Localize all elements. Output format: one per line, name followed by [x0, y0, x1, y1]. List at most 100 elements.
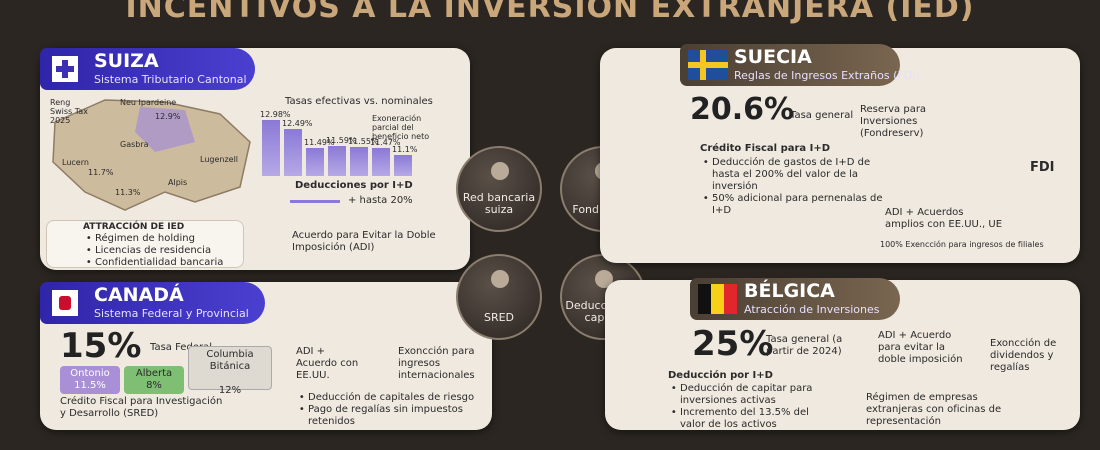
list-item: Régimen de holding — [95, 233, 223, 245]
province: Ontonio 11.5% — [60, 366, 120, 394]
country-name: SUIZA — [94, 50, 159, 72]
adi-text: ADI + Acuerdos amplios con EE.UU., UE — [885, 207, 1003, 230]
canada-banner: CANADÁ Sistema Federal y Provincial — [40, 282, 265, 324]
flag-cross — [56, 66, 74, 72]
attraction-title: ATTRACCIÓN DE IED — [83, 222, 185, 232]
chart-note: Exoneración parcial del beneficio neto — [372, 114, 430, 141]
bar-label: 11.47% — [370, 138, 401, 148]
adi-text: ADI + Acuerdo con EE.UU. — [296, 346, 359, 381]
rate-label: Tasa general (a partir de 2024) — [766, 334, 843, 357]
province-rate: 11.5% — [74, 380, 106, 391]
map-label: Gasbra — [120, 140, 149, 149]
rate-label: Tasa general — [790, 110, 854, 121]
list-item: Confidentialidad bancaria — [95, 257, 223, 269]
deduction-title: Deducción por I+D — [668, 370, 773, 381]
list-item: Pago de regalías sin impuestos retenidos — [308, 404, 498, 428]
rate: 25% — [692, 324, 774, 364]
exemption: 100% Exencción para ingresos de filiales — [880, 240, 1044, 249]
bar-chart: 12.98% 12.49% 11.49% 11.59% 11.55% 11.47% 11.1… — [260, 108, 432, 176]
list-item: 50% adicional para pernenalas de I+D — [712, 193, 892, 217]
center-label: SRED — [483, 311, 515, 324]
province-rate: 12% — [218, 385, 242, 396]
bar — [372, 148, 390, 176]
bar — [262, 120, 280, 176]
map-label: 12.9% — [155, 112, 181, 121]
bar-label: 12.49% — [282, 119, 313, 129]
province: Alberta 8% — [124, 366, 184, 394]
map-label: Neu Ipardeine — [120, 98, 177, 107]
regime: Régimen de empresas extranjeras con ofic… — [866, 392, 1002, 427]
bar-label: 11.59% — [326, 136, 357, 146]
exemption: Exoncción de dividendos y regalías — [990, 338, 1057, 373]
exemption: Exoncción para ingresos internacionales — [398, 346, 475, 381]
suecia-banner: SUECIA Reglas de Ingresos Extraños (FDI) — [680, 44, 920, 86]
bar-label: 11.55% — [348, 136, 379, 146]
bar — [306, 148, 324, 176]
flag — [52, 56, 78, 82]
province-name: Columbia Bitánica — [206, 349, 254, 372]
bar — [350, 146, 368, 176]
country-subtitle: Reglas de Ingresos Extraños (FDI) — [734, 69, 920, 82]
list-item: Deducción de gastos de I+D de hasta el 2… — [712, 157, 892, 193]
map-label: Lucern — [62, 158, 89, 167]
chart-title: Tasas efectivas vs. nominales — [285, 96, 433, 107]
country-subtitle: Atracción de Inversiones — [744, 303, 880, 316]
list-item: Deducción de capitales de riesgo — [308, 392, 498, 404]
map-label: Lugenzell — [200, 155, 239, 164]
map-label: 11.3% — [115, 188, 141, 197]
bar — [394, 155, 412, 176]
belgica-banner: BÉLGICA Atracción de Inversiones — [690, 278, 900, 320]
country-subtitle: Sistema Tributario Cantonal — [94, 73, 247, 86]
province-name: Ontonio — [70, 368, 110, 379]
flag-stripe — [698, 284, 711, 314]
bar-label: 11.1% — [392, 145, 418, 155]
bar — [284, 129, 302, 176]
center-circle: SRED — [456, 254, 542, 340]
attraction-box: ATTRACCIÓN DE IED Régimen de holding Lic… — [46, 220, 244, 268]
center-circle: Red bancaria suiza — [456, 146, 542, 232]
flag-cross — [688, 62, 728, 68]
credit: Crédito Fiscal para Investigación y Desa… — [60, 396, 223, 419]
flag-stripe — [711, 284, 724, 314]
reserve: Reserva para Inversiones (Fondreserv) — [860, 104, 927, 139]
adi-text: Acuerdo para Evitar la Doble Imposición … — [292, 230, 436, 253]
list-item: Licencias de residencia — [95, 245, 223, 257]
page-title: INCENTIVOS A LA INVERSIÓN EXTRANJERA (IE… — [125, 0, 975, 25]
bar-label: 12.98% — [260, 110, 291, 120]
rate: 20.6% — [690, 92, 795, 127]
rate: 15% — [60, 326, 142, 366]
map-region — [135, 107, 195, 152]
suiza-banner: SUIZA Sistema Tributario Cantonal — [40, 48, 255, 90]
flag-stripe — [724, 284, 737, 314]
rate-label: Tasa Federal — [150, 342, 212, 353]
icon — [595, 270, 613, 288]
flag-leaf — [59, 296, 71, 310]
map-label: Alpis — [168, 178, 188, 187]
province: Columbia Bitánica 12% — [188, 346, 272, 396]
swiss-map — [52, 99, 251, 211]
map-shape — [52, 99, 251, 211]
map-label: 11.7% — [88, 168, 114, 177]
fdi-label: FDI — [1030, 160, 1055, 175]
country-name: CANADÁ — [94, 284, 184, 306]
flag — [688, 50, 728, 80]
list-item: Incremento del 13.5% del valor de los ac… — [680, 407, 820, 431]
credit-title: Crédito Fiscal para I+D — [700, 143, 831, 154]
province-rate: 8% — [146, 380, 162, 391]
chart-caption: Deducciones por I+D — [295, 180, 413, 191]
bar-label: 11.49% — [304, 138, 335, 148]
bar — [328, 146, 346, 176]
icon — [491, 162, 509, 180]
arrow — [290, 200, 340, 203]
map-label: Reng Swiss Tax 2025 — [50, 98, 88, 125]
country-name: BÉLGICA — [744, 280, 835, 302]
arrow-text: + hasta 20% — [348, 195, 413, 206]
flag — [52, 290, 78, 316]
icon — [491, 270, 509, 288]
province-name: Alberta — [135, 368, 173, 379]
center-label: Red bancaria suiza — [462, 191, 536, 216]
country-subtitle: Sistema Federal y Provincial — [94, 307, 249, 320]
adi-text: ADI + Acuerdo para evitar la doble impos… — [878, 330, 963, 365]
country-name: SUECIA — [734, 46, 812, 68]
